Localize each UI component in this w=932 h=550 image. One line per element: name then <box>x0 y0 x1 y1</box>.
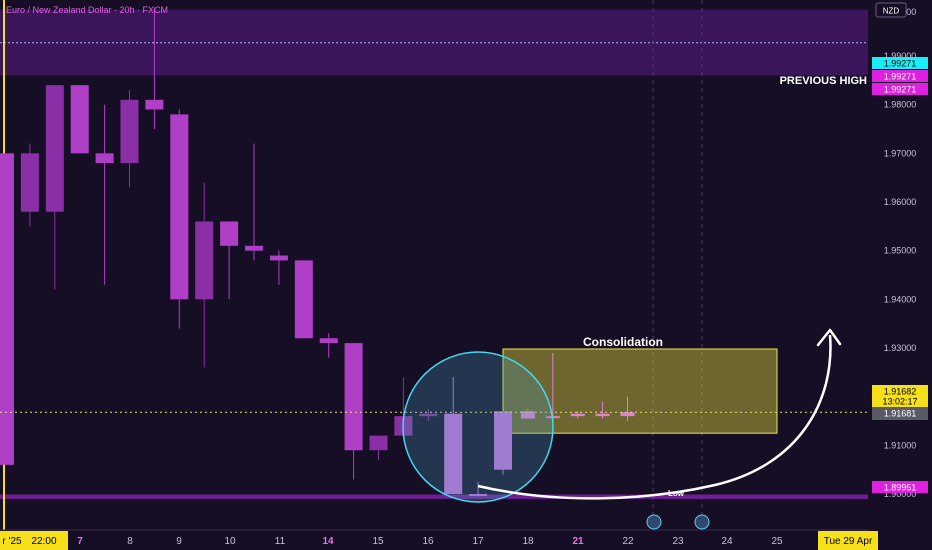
candle-body[interactable] <box>269 255 288 261</box>
time-tick-label: 17 <box>472 536 484 547</box>
consolidation-box <box>502 348 778 434</box>
price-tick-label: 1.93000 <box>884 343 917 353</box>
time-tick-label: 25 <box>771 536 783 547</box>
price-tick-label: 1.95000 <box>884 246 917 256</box>
candle-body[interactable] <box>419 413 438 417</box>
range-end-tag <box>818 531 878 550</box>
candle-body[interactable] <box>595 413 610 417</box>
projection-arrow <box>477 334 832 500</box>
low-zone <box>0 494 868 499</box>
low-label: Low <box>668 489 685 498</box>
time-axis[interactable] <box>0 530 932 550</box>
time-tick-label: 22 <box>622 536 634 547</box>
time-tick-label: 23 <box>672 536 684 547</box>
consolidation-label: Consolidation <box>583 335 663 349</box>
price-tick-label: 1.94000 <box>884 294 917 304</box>
candle-body[interactable] <box>20 153 39 212</box>
time-tick-label: 11 <box>275 536 286 547</box>
candle-body[interactable] <box>494 411 512 470</box>
candle-body[interactable] <box>344 343 363 451</box>
time-tick-label: 15 <box>372 536 384 547</box>
price-tick-label: 1.91000 <box>884 440 917 450</box>
time-tick-label: 24 <box>721 536 733 547</box>
price-tick-label: 1.90000 <box>884 489 917 499</box>
time-tick-label: 9 <box>176 536 182 547</box>
time-tick-label: 21 <box>572 536 584 547</box>
time-tick-label: 16 <box>422 536 434 547</box>
candle-body[interactable] <box>245 245 263 251</box>
candle-body[interactable] <box>520 411 535 419</box>
candle-body[interactable] <box>220 221 239 246</box>
price-tag-grey <box>872 407 928 420</box>
previous-high-label: PREVIOUS HIGH <box>780 75 867 87</box>
candle-body[interactable] <box>95 153 114 164</box>
time-tick-label: 22:00 <box>31 536 56 547</box>
event-icon[interactable] <box>646 514 662 530</box>
highlight-circle <box>402 351 554 503</box>
price-tag-cyan <box>872 57 928 69</box>
currency-badge-label: NZD <box>883 7 900 16</box>
candle-body[interactable] <box>369 435 388 451</box>
price-tick-label: 1.98000 <box>884 100 917 110</box>
price-tag-grey-text: 1.91681 <box>884 409 917 419</box>
candle-body[interactable] <box>70 85 89 154</box>
range-start-tag <box>0 531 68 550</box>
candle-body[interactable] <box>170 114 189 300</box>
candle-body[interactable] <box>469 494 488 497</box>
event-icon[interactable] <box>694 514 710 530</box>
low-price-tag <box>872 481 928 493</box>
current-price-tag <box>872 385 928 407</box>
price-tag-magenta <box>872 70 928 82</box>
symbol-title: Euro / New Zealand Dollar · 20h · FXCM <box>6 5 168 15</box>
time-tick-label: 8 <box>127 536 133 547</box>
time-tick-label: r '25 <box>2 536 22 547</box>
price-tag-magenta <box>872 83 928 95</box>
candle-body[interactable] <box>294 260 313 339</box>
candle-body[interactable] <box>444 413 463 495</box>
candles-group <box>0 7 635 497</box>
candle-body[interactable] <box>319 338 338 344</box>
candle-body[interactable] <box>570 413 585 417</box>
candle-body[interactable] <box>145 99 164 110</box>
time-tick-label: 10 <box>224 536 236 547</box>
price-tag-magenta-text: 1.99271 <box>884 72 917 82</box>
time-tick-label: Tue 29 Apr <box>824 536 873 547</box>
time-tick-label: 14 <box>322 536 334 547</box>
arrow-head-icon <box>816 328 842 347</box>
candle-body[interactable] <box>120 99 139 164</box>
price-tick-label: 1.96000 <box>884 197 917 207</box>
candle-body[interactable] <box>195 221 214 300</box>
time-tick-label: 18 <box>522 536 534 547</box>
time-axis-labels: r '25 22:00 7 8 9 10 11 14 15 16 17 18 21 22 23 24 25 Tue… <box>2 536 873 547</box>
candle-body[interactable] <box>0 153 14 465</box>
price-tag-cyan-text: 1.99271 <box>884 59 917 69</box>
low-price-tag-text: 1.89951 <box>884 483 917 493</box>
price-tag-magenta-text: 1.99271 <box>884 85 917 95</box>
time-tick-label: 7 <box>77 536 83 547</box>
candle-body[interactable] <box>45 85 64 212</box>
price-tick-label: 1.97000 <box>884 148 917 158</box>
currency-badge[interactable] <box>875 2 907 18</box>
candle-body[interactable] <box>620 412 635 417</box>
price-tick-label: 1.99000 <box>884 51 917 61</box>
countdown-text: 13:02:17 <box>882 397 917 407</box>
current-price-text: 1.91682 <box>884 387 917 397</box>
